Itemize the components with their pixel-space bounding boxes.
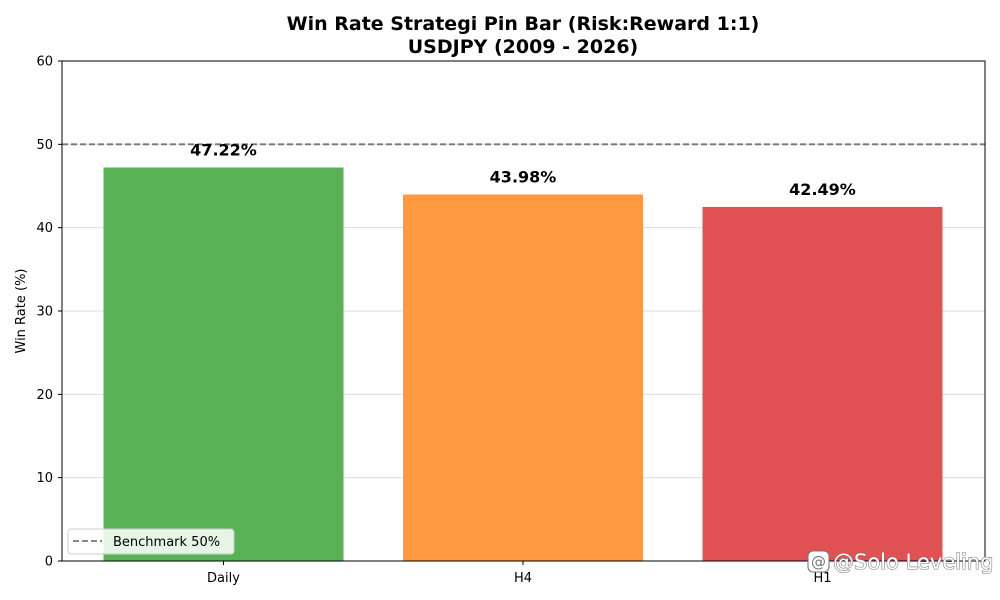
x-tick-label-h1: H1 xyxy=(813,571,831,586)
watermark-text: @Solo Leveling xyxy=(833,550,993,574)
y-tick-label: 20 xyxy=(36,388,53,403)
bar-h1 xyxy=(702,206,943,561)
y-tick-label: 10 xyxy=(36,471,53,486)
bar-daily xyxy=(103,167,344,561)
svg-text:@: @ xyxy=(811,553,826,571)
data-label-daily: 47.22% xyxy=(190,141,257,160)
bars xyxy=(103,167,943,561)
bar-h4 xyxy=(403,194,643,561)
data-label-h1: 42.49% xyxy=(789,180,856,199)
legend: Benchmark 50% xyxy=(67,528,235,555)
y-tick-label: 30 xyxy=(36,305,53,320)
y-tick-label: 40 xyxy=(36,221,53,236)
x-tick-label-daily: Daily xyxy=(207,571,240,586)
y-tick-label: 50 xyxy=(36,138,53,153)
y-tick-label: 0 xyxy=(45,555,53,570)
y-axis-label: Win Rate (%) xyxy=(14,269,29,354)
data-labels: 47.22% 43.98% 42.49% xyxy=(190,141,856,199)
watermark: @ @Solo Leveling xyxy=(807,549,994,575)
data-label-h4: 43.98% xyxy=(490,168,557,187)
chart-title: Win Rate Strategi Pin Bar (Risk:Reward 1… xyxy=(287,13,760,35)
x-tick-label-h4: H4 xyxy=(514,571,532,586)
legend-benchmark-label: Benchmark 50% xyxy=(113,535,220,550)
legend-box xyxy=(67,528,235,555)
y-tick-label: 60 xyxy=(36,55,53,70)
threads-icon: @ xyxy=(807,550,830,573)
x-axis: Daily H4 H1 xyxy=(207,561,832,586)
y-axis: 0 10 20 30 40 50 60 xyxy=(36,55,62,570)
chart-subtitle: USDJPY (2009 - 2026) xyxy=(408,36,639,58)
